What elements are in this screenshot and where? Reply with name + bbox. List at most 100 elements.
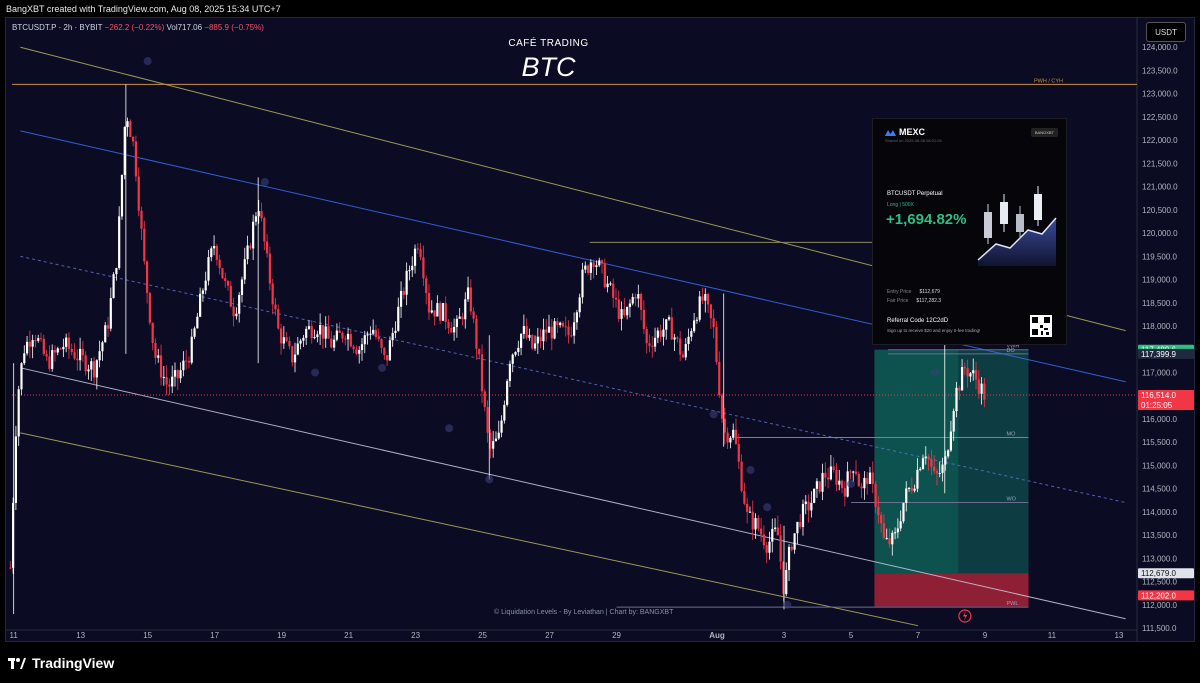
candle-body: [291, 346, 294, 363]
candle-body: [765, 545, 768, 553]
liquidation-bubble: [445, 424, 454, 433]
candle-body: [243, 259, 246, 280]
candle-body: [720, 395, 724, 419]
candle-body: [757, 517, 760, 529]
candle-body: [132, 137, 135, 142]
candle-body: [930, 459, 933, 467]
candle-body: [824, 472, 827, 478]
price-chart[interactable]: 111,500.0 112,000.0 112,500.0 113,000.0 113,…: [6, 18, 1194, 641]
candle-body: [506, 381, 509, 405]
candle-body: [514, 352, 517, 355]
chart-pane[interactable]: 111,500.0 112,000.0 112,500.0 113,000.0 113,…: [5, 17, 1195, 642]
candle-body: [907, 487, 911, 489]
candle-body: [240, 279, 244, 295]
candle-body: [642, 309, 645, 329]
mexc-pnl-card: MEXC Shared on 2025-08-08 08:21:26 BANGX…: [872, 118, 1067, 345]
candle-body: [748, 511, 752, 513]
candle-body: [640, 294, 643, 310]
candle-body: [799, 521, 802, 527]
candle-body: [595, 265, 598, 268]
candle-body: [235, 313, 238, 317]
candle-body: [880, 514, 883, 524]
price-change: −262.2 (−0.22%): [104, 23, 165, 32]
candle-body: [706, 294, 710, 305]
candle-body: [62, 346, 65, 350]
candle-body: [545, 329, 548, 333]
candle-body: [171, 376, 174, 387]
candle-body: [305, 328, 308, 338]
liquidation-bubble: [746, 466, 755, 475]
candle-body: [494, 438, 498, 442]
entry-price-value: $112,679: [919, 289, 940, 295]
candle-body: [433, 310, 436, 317]
candle-body: [804, 501, 807, 505]
candle-body: [715, 327, 718, 362]
candle-body: [252, 221, 255, 249]
symbol-line[interactable]: BTCUSDT.P · 2h · BYBIT: [12, 23, 103, 32]
candle-body: [726, 432, 729, 443]
candle-body: [391, 333, 394, 341]
level-label-VWAP: VWH: [1006, 344, 1019, 350]
candle-body: [422, 257, 425, 279]
y-tick-label: 115,500.0: [1142, 438, 1178, 447]
candle-body: [179, 370, 182, 379]
candle-body: [450, 328, 453, 333]
candle-body: [729, 437, 732, 443]
candle-body: [427, 292, 431, 313]
candle-body: [358, 349, 361, 354]
candle-body: [941, 464, 944, 473]
candle-body: [374, 329, 378, 337]
candle-body: [603, 263, 606, 288]
candle-body: [159, 355, 163, 378]
x-tick-label: 15: [143, 631, 152, 640]
candle-body: [589, 262, 592, 273]
candle-body: [165, 376, 168, 385]
price-label: 112,679.0: [1141, 569, 1177, 578]
candle-body: [972, 370, 975, 374]
candle-body: [274, 304, 277, 310]
candle-body: [140, 210, 143, 229]
candle-body: [891, 532, 894, 545]
candle-body: [517, 347, 520, 353]
candle-body: [196, 316, 199, 329]
candle-body: [913, 488, 916, 491]
candle-body: [277, 309, 280, 329]
y-tick-label: 118,500.0: [1142, 299, 1178, 308]
candle-body: [760, 528, 763, 535]
candle-body: [51, 350, 54, 369]
candle-body: [768, 541, 771, 553]
x-tick-label: Aug: [709, 631, 725, 640]
candle-body: [319, 324, 322, 335]
candle-body: [963, 367, 966, 369]
candle-body: [56, 348, 59, 353]
tradingview-logo[interactable]: TradingView: [8, 655, 114, 671]
candle-body: [106, 325, 110, 329]
y-tick-label: 113,500.0: [1142, 531, 1178, 540]
currency-button[interactable]: USDT: [1146, 22, 1186, 42]
candle-body: [59, 348, 62, 350]
candle-body: [120, 174, 124, 217]
candle-body: [453, 327, 456, 333]
candle-body: [519, 333, 523, 348]
y-tick-label: 123,500.0: [1142, 66, 1178, 75]
candle-body: [199, 293, 202, 317]
liquidation-bubble: [930, 368, 939, 377]
candle-body: [631, 296, 634, 304]
candle-body: [567, 326, 570, 336]
candle-body: [293, 354, 297, 363]
candle-body: [623, 309, 626, 316]
candle-body: [14, 436, 18, 503]
candle-body: [444, 303, 447, 323]
candle-body: [779, 535, 782, 562]
candle-body: [307, 326, 311, 329]
x-tick-label: 7: [916, 631, 921, 640]
candle-body: [687, 336, 690, 345]
candle-body: [386, 355, 389, 361]
candle-body: [500, 420, 503, 433]
candle-body: [464, 299, 467, 320]
candle-body: [955, 387, 958, 412]
x-tick-label: 9: [983, 631, 988, 640]
candle-body: [542, 329, 545, 342]
candle-body: [118, 216, 121, 269]
candle-body: [637, 294, 640, 299]
